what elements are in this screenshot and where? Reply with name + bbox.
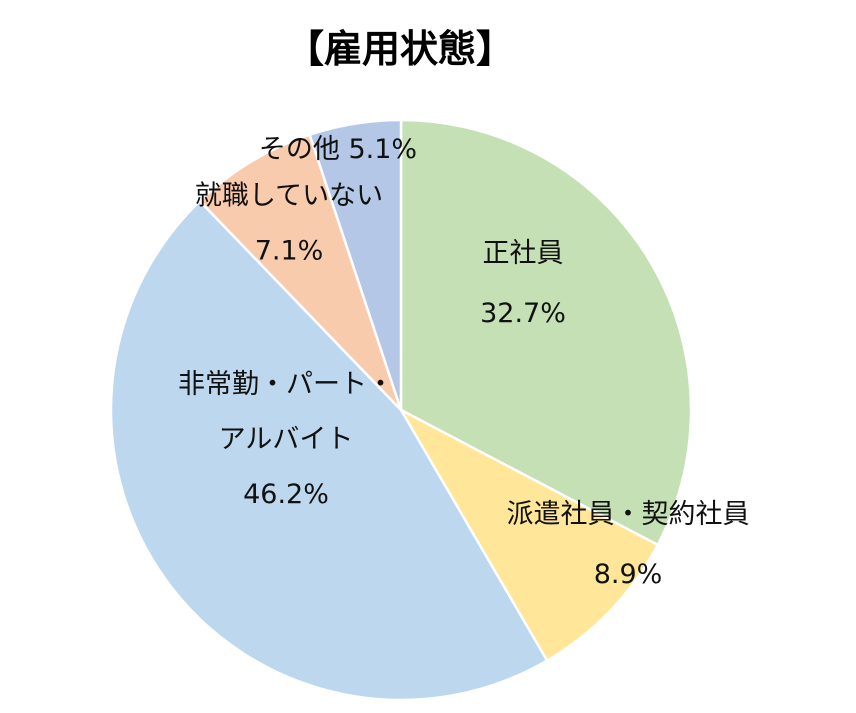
pie-slice-2 — [109, 199, 549, 702]
pie-slice-3 — [198, 133, 403, 411]
chart-title: 【雇用状態】 — [286, 27, 514, 71]
slice-value-label: 8.9% — [594, 559, 663, 590]
pie-slices — [109, 118, 693, 702]
slice-category-label: アルバイト — [219, 424, 354, 455]
slice-category-label: 正社員 — [483, 238, 564, 269]
slice-label-2: 非常勤・パート・アルバイト 46.2% — [178, 369, 394, 510]
pie-slice-4 — [308, 118, 403, 411]
slice-category-label: 派遣社員・契約社員 — [507, 499, 750, 530]
slice-label-1: 派遣社員・契約社員 8.9% — [507, 499, 750, 590]
slice-label-4: その他 5.1% — [259, 134, 417, 165]
slice-label-text-4: その他 5.1% — [259, 134, 417, 165]
slice-value-label: 46.2% — [243, 479, 329, 510]
pie-slice-1 — [397, 406, 660, 663]
slice-category-label: 非常勤・パート・ — [178, 369, 394, 400]
slice-label-0: 正社員 32.7% — [480, 238, 566, 329]
pie-slice-0 — [399, 118, 693, 547]
slice-label-3: 就職していない 7.1% — [195, 181, 383, 267]
pie-labels: 正社員 32.7% 派遣社員・契約社員 8.9% 非常勤・パート・アルバイト 46.2% 就… — [178, 134, 750, 590]
slice-category-label: 就職していない — [195, 181, 383, 212]
slice-value-label: 7.1% — [255, 236, 324, 267]
slice-value-label: 32.7% — [480, 298, 566, 329]
